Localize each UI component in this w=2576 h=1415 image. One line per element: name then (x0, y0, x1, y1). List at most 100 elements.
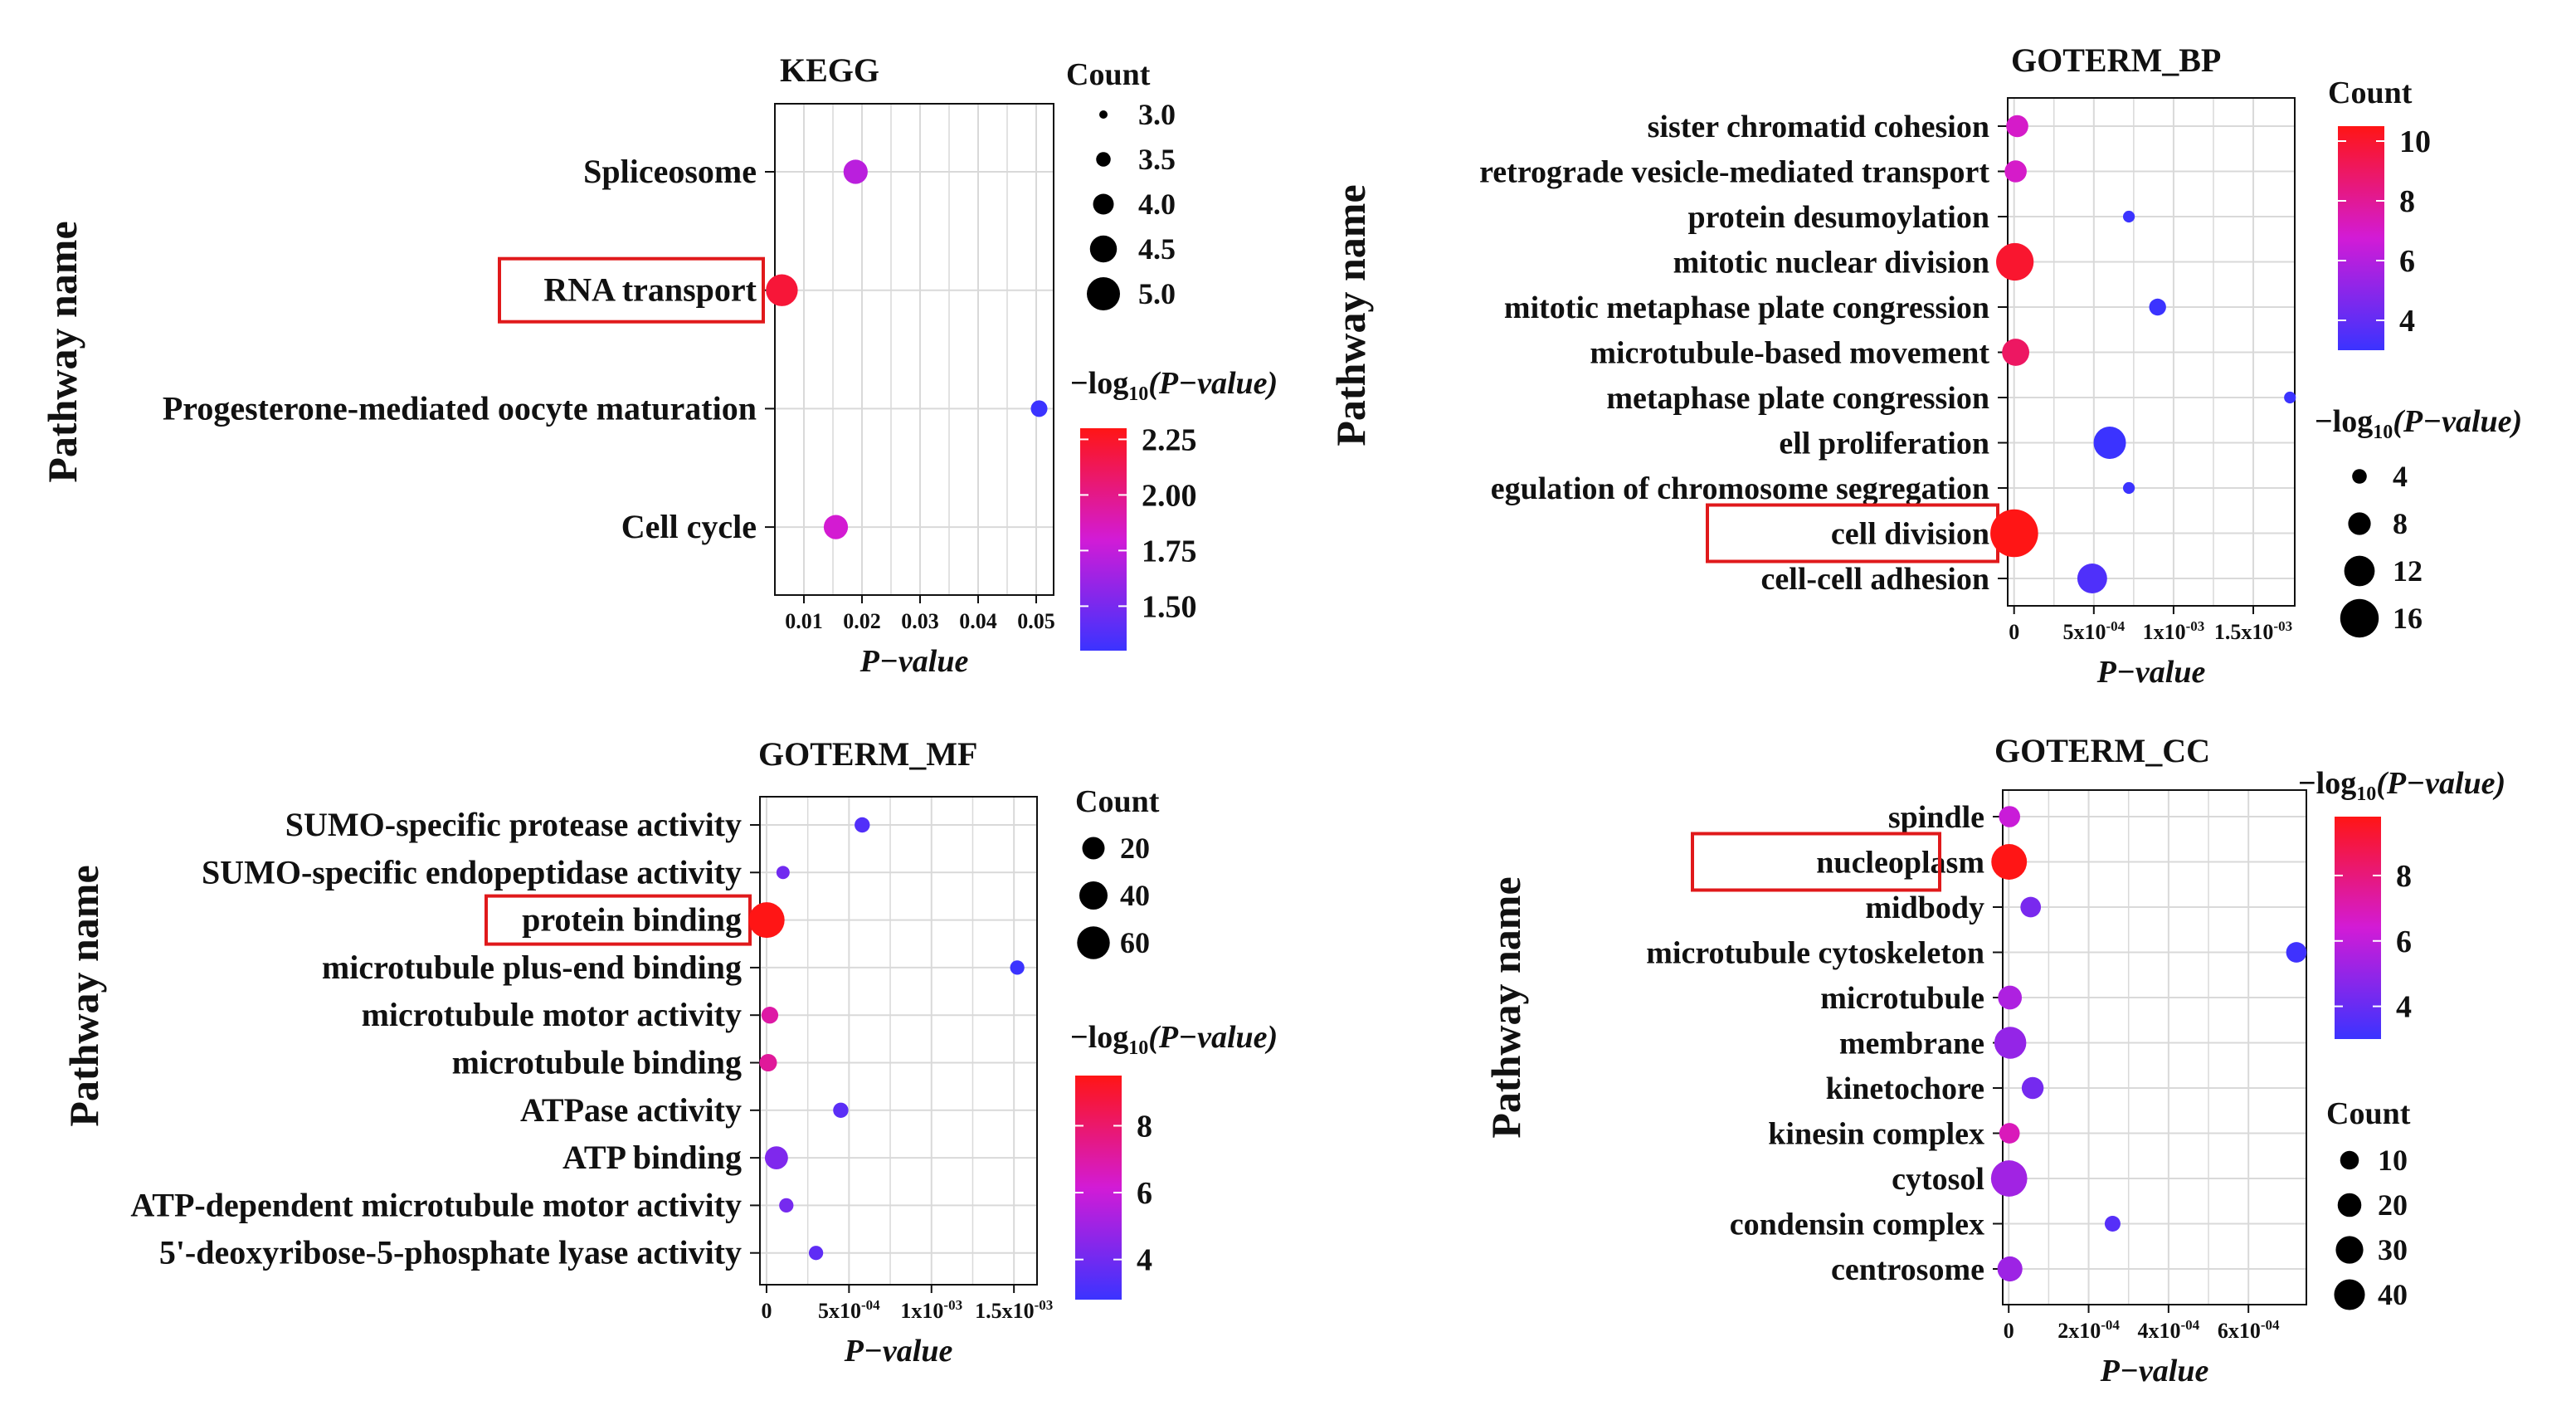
data-point (748, 902, 785, 939)
x-tick-label: 1.5x10-03 (975, 1297, 1053, 1323)
legend-size-dot (1089, 235, 1118, 263)
legend-size-label: 10 (2378, 1144, 2408, 1177)
data-point (2002, 339, 2030, 366)
colorbar-label: 4 (1137, 1243, 1152, 1278)
category-label: 5'-deoxyribose-5-phosphate lyase activit… (159, 1234, 742, 1271)
legend-size-label: 3.0 (1138, 98, 1176, 131)
data-point (808, 1246, 824, 1261)
data-point (2284, 391, 2296, 404)
legend-count-title: Count (2326, 1096, 2411, 1131)
category-label: condensin complex (1730, 1208, 1984, 1242)
legend-size-label: 3.5 (1138, 143, 1176, 176)
legend-size-label: 30 (2378, 1233, 2408, 1266)
legend-color-title: −log10(P−value) (1070, 366, 1278, 405)
highlight-box (1691, 832, 1941, 892)
legend-size-label: 5.0 (1138, 277, 1176, 310)
legend-size-label: 4.5 (1138, 232, 1176, 266)
x-axis-label: P−value (2096, 655, 2206, 690)
data-point (2077, 564, 2107, 593)
legend-size-dot (2334, 1279, 2365, 1310)
x-tick-label: 1.5x10-03 (2214, 618, 2292, 644)
legend-size-dot (1093, 193, 1114, 215)
legend-size-title: −log10(P−value) (2315, 404, 2522, 443)
category-label: SUMO-specific endopeptidase activity (202, 853, 742, 890)
data-point (1030, 400, 1048, 417)
y-axis-label: Pathway name (1327, 184, 1374, 446)
data-point (823, 515, 849, 539)
category-label: ell proliferation (1779, 427, 1989, 461)
data-point (1991, 844, 2028, 880)
legend-size-dot (2352, 469, 2367, 484)
data-point (843, 159, 868, 184)
category-label: spindle (1888, 800, 1984, 835)
colorbar-label: 2.25 (1142, 422, 1197, 457)
legend-size-dot (1099, 110, 1108, 119)
data-point (761, 1007, 779, 1024)
data-point (2286, 942, 2307, 963)
category-label: ATP-dependent microtubule motor activity (130, 1186, 742, 1223)
colorbar (1075, 1076, 1122, 1300)
x-tick-label: 0.04 (959, 609, 997, 633)
data-point (2004, 160, 2027, 183)
x-tick-label: 0.02 (843, 609, 881, 633)
x-axis-label: P−value (844, 1334, 953, 1369)
x-tick-label: 4x10-04 (2138, 1317, 2200, 1343)
x-tick-label: 5x10-04 (818, 1297, 880, 1323)
legend-size-label: 60 (1120, 926, 1150, 959)
data-point (776, 866, 790, 880)
colorbar (2338, 126, 2384, 350)
data-point (1010, 960, 1025, 975)
legend-color-title: −log10(P−value) (2298, 766, 2505, 805)
legend-color-title: −log10(P−value) (1070, 1020, 1278, 1059)
highlight-box (498, 256, 765, 324)
category-label: RNA transport (543, 271, 757, 309)
colorbar-label: 4 (2399, 304, 2415, 339)
panel-kegg: KEGG Pathway name Spliceosome RNA transport… (39, 51, 1278, 679)
data-point (1998, 985, 2023, 1010)
data-point (1999, 1123, 2020, 1144)
colorbar-label: 2.00 (1142, 478, 1197, 513)
data-point (1996, 242, 2034, 281)
x-tick-label: 6x10-04 (2218, 1317, 2280, 1343)
x-tick-label: 0 (2009, 620, 2019, 644)
y-axis-label: Pathway name (39, 221, 85, 482)
category-label: nucleoplasm (1816, 846, 1984, 881)
data-point (855, 817, 870, 833)
x-tick-label: 1x10-03 (2143, 618, 2205, 644)
legend-size-label: 4.0 (1138, 188, 1176, 221)
data-point (2006, 115, 2028, 138)
x-tick-label: 1x10-03 (900, 1297, 962, 1323)
colorbar-label: 6 (1137, 1176, 1152, 1211)
legend-size-label: 8 (2393, 507, 2408, 540)
plot-border (774, 103, 1054, 596)
legend-count-title: Count (1075, 784, 1160, 819)
category-label: cell-cell adhesion (1761, 562, 1989, 597)
category-label: Cell cycle (621, 508, 757, 545)
category-label: Spliceosome (583, 153, 757, 190)
data-point (779, 1198, 794, 1213)
category-label: microtubule binding (452, 1044, 742, 1081)
colorbar-label: 1.75 (1142, 534, 1197, 568)
chart-title: GOTERM_CC (1994, 732, 2210, 769)
colorbar-label: 10 (2399, 124, 2431, 159)
panel-mf: GOTERM_MF Pathway name SUMO-specific prote… (61, 735, 1278, 1369)
chart-title: GOTERM_MF (758, 735, 977, 773)
data-point (764, 1146, 788, 1170)
colorbar-label: 8 (2399, 184, 2415, 219)
data-point (1990, 509, 2038, 558)
category-label: cytosol (1892, 1162, 1984, 1197)
data-point (2149, 298, 2166, 316)
category-label: membrane (1839, 1027, 1984, 1061)
data-point (1997, 1256, 2023, 1282)
colorbar-label: 6 (2396, 925, 2412, 959)
legend-size-dot (2344, 555, 2375, 587)
category-label: Progesterone-mediated oocyte maturation (163, 389, 757, 427)
data-point (2122, 210, 2135, 223)
colorbar (1080, 428, 1127, 651)
category-label: kinesin complex (1768, 1117, 1984, 1152)
category-label: microtubule cytoskeleton (1646, 936, 1984, 971)
legend-size-dot (2340, 1150, 2359, 1170)
plot-frame (774, 103, 1054, 596)
